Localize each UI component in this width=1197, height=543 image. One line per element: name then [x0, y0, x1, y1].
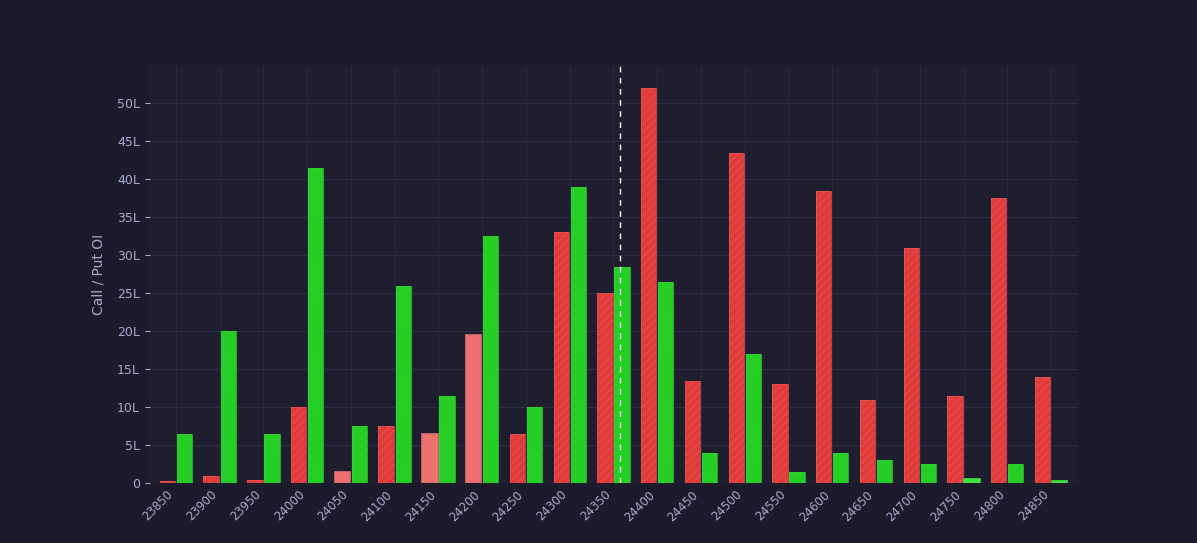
Bar — [991, 198, 1007, 483]
Bar — [527, 407, 542, 483]
Bar — [729, 153, 743, 483]
Bar — [308, 168, 323, 483]
Bar — [965, 479, 979, 483]
Bar — [772, 384, 788, 483]
Bar — [920, 464, 936, 483]
Bar — [395, 286, 411, 483]
Bar — [378, 426, 394, 483]
Y-axis label: Call / Put OI: Call / Put OI — [92, 233, 105, 315]
Bar — [423, 434, 438, 483]
Bar — [685, 381, 700, 483]
Bar — [746, 354, 761, 483]
Bar — [571, 187, 585, 483]
Bar — [291, 407, 306, 483]
Bar — [395, 286, 411, 483]
Bar — [308, 168, 323, 483]
Bar — [642, 88, 656, 483]
Bar — [816, 191, 832, 483]
Bar — [1052, 481, 1068, 483]
Bar — [159, 481, 175, 483]
Bar — [965, 479, 979, 483]
Bar — [833, 453, 849, 483]
Bar — [1052, 481, 1068, 483]
Bar — [378, 426, 394, 483]
Bar — [423, 434, 438, 483]
Bar — [466, 335, 481, 483]
Bar — [352, 426, 367, 483]
Bar — [335, 472, 350, 483]
Bar — [265, 434, 280, 483]
Bar — [701, 453, 717, 483]
Bar — [597, 293, 613, 483]
Bar — [466, 335, 481, 483]
Bar — [789, 472, 804, 483]
Bar — [1008, 464, 1023, 483]
Bar — [177, 434, 192, 483]
Bar — [904, 248, 919, 483]
Bar — [439, 396, 455, 483]
Bar — [1035, 377, 1050, 483]
Bar — [614, 267, 630, 483]
Bar — [203, 476, 219, 483]
Bar — [991, 198, 1007, 483]
Bar — [658, 282, 674, 483]
Bar — [291, 407, 306, 483]
Bar — [877, 460, 892, 483]
Bar — [614, 267, 630, 483]
Bar — [159, 481, 175, 483]
Bar — [658, 282, 674, 483]
Bar — [772, 384, 788, 483]
Bar — [352, 426, 367, 483]
Bar — [571, 187, 585, 483]
Bar — [220, 331, 236, 483]
Bar — [1008, 464, 1023, 483]
Bar — [701, 453, 717, 483]
Bar — [484, 236, 498, 483]
Bar — [947, 396, 962, 483]
Bar — [553, 232, 569, 483]
Bar — [203, 476, 219, 483]
Bar — [248, 480, 262, 483]
Bar — [685, 381, 700, 483]
Bar — [833, 453, 849, 483]
Bar — [248, 480, 262, 483]
Bar — [789, 472, 804, 483]
Bar — [527, 407, 542, 483]
Bar — [642, 88, 656, 483]
Bar — [553, 232, 569, 483]
Bar — [220, 331, 236, 483]
Bar — [177, 434, 192, 483]
Bar — [947, 396, 962, 483]
Bar — [904, 248, 919, 483]
Bar — [265, 434, 280, 483]
Bar — [439, 396, 455, 483]
Bar — [877, 460, 892, 483]
Bar — [510, 434, 525, 483]
Bar — [859, 400, 875, 483]
Bar — [746, 354, 761, 483]
Bar — [859, 400, 875, 483]
Bar — [335, 472, 350, 483]
Bar — [1035, 377, 1050, 483]
Bar — [729, 153, 743, 483]
Bar — [484, 236, 498, 483]
Bar — [597, 293, 613, 483]
Bar — [510, 434, 525, 483]
Bar — [816, 191, 832, 483]
Bar — [920, 464, 936, 483]
